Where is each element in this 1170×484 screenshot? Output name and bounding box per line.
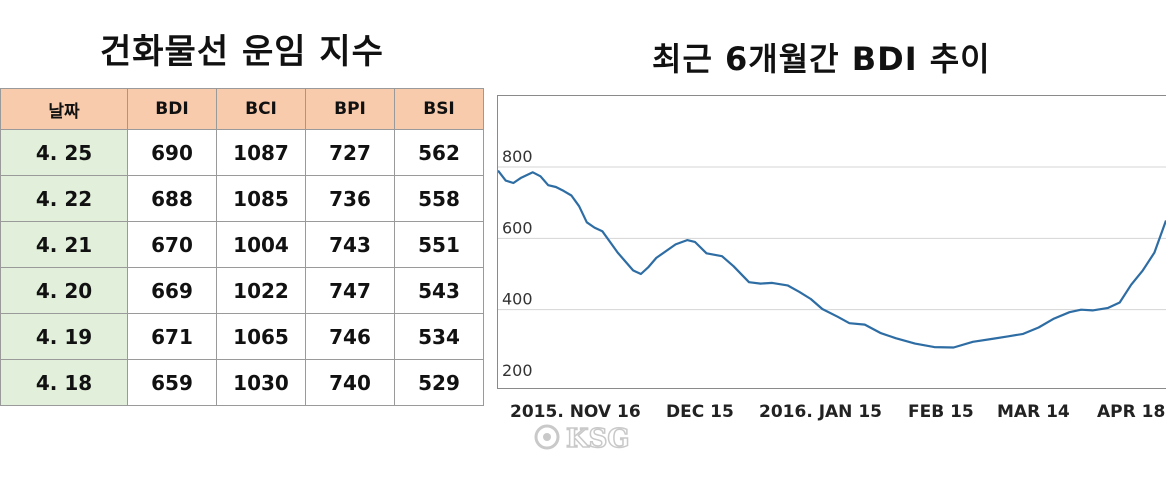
y-tick-label: 800: [502, 147, 533, 166]
x-tick-label: DEC 15: [666, 402, 734, 422]
x-tick-label: FEB 15: [908, 402, 974, 422]
cell-bpi: 740: [305, 359, 395, 406]
cell-date: 4. 22: [0, 175, 128, 222]
chart-title: 최근 6개월간 BDI 추이: [652, 40, 991, 78]
cell-date: 4. 25: [0, 129, 128, 176]
cell-bsi: 551: [394, 221, 484, 268]
cell-bpi: 727: [305, 129, 395, 176]
x-tick-label: APR 18: [1097, 402, 1166, 422]
svg-text:KSG: KSG: [566, 424, 630, 454]
bdi-chart: 800 600 400 200: [497, 95, 1166, 389]
cell-bsi: 529: [394, 359, 484, 406]
table-row: 4. 22 688 1085 736 558: [0, 175, 484, 222]
cell-date: 4. 18: [0, 359, 128, 406]
x-tick-label: 2016. JAN 15: [759, 402, 882, 422]
table-row: 4. 21 670 1004 743 551: [0, 221, 484, 268]
y-tick-label: 600: [502, 218, 533, 237]
cell-bdi: 690: [127, 129, 217, 176]
cell-bsi: 558: [394, 175, 484, 222]
header-bci: BCI: [216, 88, 306, 130]
cell-bci: 1030: [216, 359, 306, 406]
cell-bpi: 736: [305, 175, 395, 222]
bdi-series-line: [498, 169, 1166, 349]
cell-bci: 1085: [216, 175, 306, 222]
table-row: 4. 19 671 1065 746 534: [0, 313, 484, 360]
cell-date: 4. 21: [0, 221, 128, 268]
header-bsi: BSI: [394, 88, 484, 130]
cell-bdi: 670: [127, 221, 217, 268]
cell-bsi: 562: [394, 129, 484, 176]
x-tick-label: MAR 14: [997, 402, 1070, 422]
cell-bsi: 534: [394, 313, 484, 360]
ksg-watermark-logo: KSG: [534, 423, 630, 454]
cell-bdi: 671: [127, 313, 217, 360]
cell-date: 4. 19: [0, 313, 128, 360]
cell-bci: 1004: [216, 221, 306, 268]
y-tick-label: 200: [502, 361, 533, 380]
table-header-row: 날짜 BDI BCI BPI BSI: [0, 88, 484, 130]
y-tick-label: 400: [502, 290, 533, 309]
cell-bdi: 669: [127, 267, 217, 314]
header-date: 날짜: [0, 88, 128, 130]
header-bdi: BDI: [127, 88, 217, 130]
table-row: 4. 18 659 1030 740 529: [0, 359, 484, 406]
cell-date: 4. 20: [0, 267, 128, 314]
bdi-chart-svg: 800 600 400 200: [498, 147, 1166, 380]
cell-bci: 1087: [216, 129, 306, 176]
table-title: 건화물선 운임 지수: [100, 32, 384, 72]
x-tick-label: 2015. NOV 16: [510, 402, 641, 422]
cell-bdi: 688: [127, 175, 217, 222]
table-row: 4. 20 669 1022 747 543: [0, 267, 484, 314]
cell-bpi: 743: [305, 221, 395, 268]
cell-bci: 1022: [216, 267, 306, 314]
cell-bpi: 747: [305, 267, 395, 314]
cell-bpi: 746: [305, 313, 395, 360]
header-bpi: BPI: [305, 88, 395, 130]
table-row: 4. 25 690 1087 727 562: [0, 129, 484, 176]
cell-bci: 1065: [216, 313, 306, 360]
cell-bsi: 543: [394, 267, 484, 314]
freight-index-table: 날짜 BDI BCI BPI BSI 4. 25 690 1087 727 56…: [0, 88, 484, 406]
cell-bdi: 659: [127, 359, 217, 406]
